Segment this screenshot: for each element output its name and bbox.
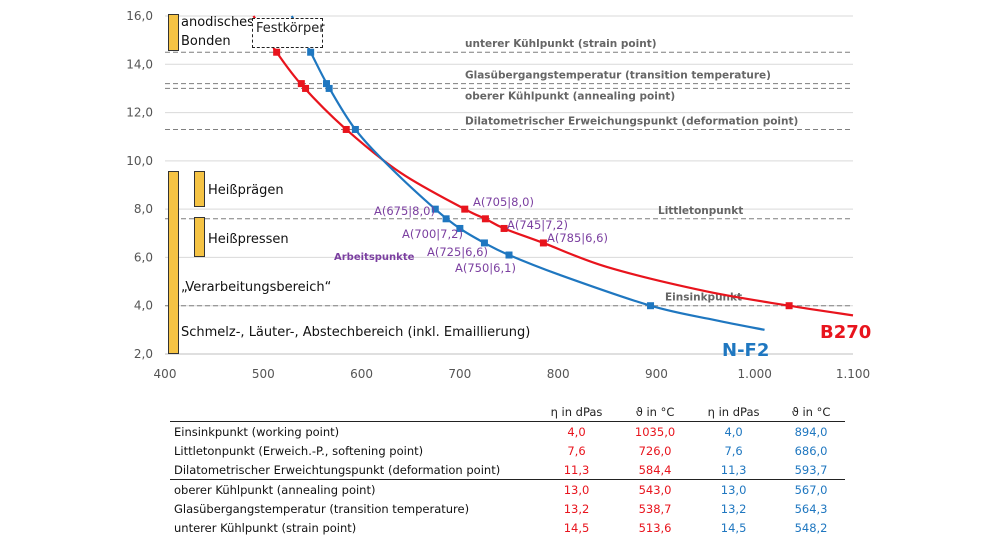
nf2-data-point <box>307 48 315 56</box>
x-tick-label: 900 <box>645 367 668 381</box>
x-tick-label: 600 <box>350 367 373 381</box>
b270-data-point <box>539 239 547 247</box>
y-tick-label: 8,0 <box>134 202 153 216</box>
b270-eta-cell: 13,2 <box>563 501 590 516</box>
b270-data-point <box>481 215 489 223</box>
nf2-temp-cell: 564,3 <box>794 501 828 516</box>
nf2-temp-cell: 686,0 <box>794 443 828 458</box>
series-label-b270: B270 <box>820 322 871 343</box>
b270-temp-cell: 538,7 <box>638 501 672 516</box>
table-header-b270-eta: η in dPas <box>533 402 620 422</box>
b270-eta-cell: 13,0 <box>563 482 590 497</box>
row-label: Littletonpunkt (Erweich.-P., softening p… <box>174 443 424 458</box>
table-row: Littletonpunkt (Erweich.-P., softening p… <box>170 441 845 460</box>
row-label: Einsinkpunkt (working point) <box>174 424 340 439</box>
nf2-data-point <box>322 80 330 88</box>
b270-eta-cell: 11,3 <box>533 460 620 480</box>
reference-line-label: Glasübergangstemperatur (transition temp… <box>465 70 771 82</box>
x-tick-label: 1.000 <box>738 367 772 381</box>
b270-temp-cell: 543,0 <box>638 482 672 497</box>
point-label: A(705|8,0) <box>473 195 534 209</box>
reference-line-label: unterer Kühlpunkt (strain point) <box>465 38 657 50</box>
reference-line-label: oberer Kühlpunkt (annealing point) <box>465 90 675 102</box>
y-tick-label: 2,0 <box>134 347 153 361</box>
b270-eta-cell: 7,6 <box>567 443 586 458</box>
x-tick-label: 400 <box>154 367 177 381</box>
nf2-data-point <box>431 205 439 213</box>
x-tick-label: 800 <box>547 367 570 381</box>
point-label: A(700|7,2) <box>402 227 463 241</box>
x-tick-label: 500 <box>252 367 275 381</box>
nf2-temp-cell: 567,0 <box>794 482 828 497</box>
series-label-nf2: N-F2 <box>722 340 769 361</box>
nf2-data-point <box>351 125 359 133</box>
nf2-data-point <box>325 84 333 92</box>
nf2-data-point <box>456 224 464 232</box>
b270-eta-cell: 14,5 <box>563 520 590 535</box>
nf2-eta-cell: 13,0 <box>720 482 747 497</box>
nf2-temp-cell: 894,0 <box>794 424 828 439</box>
point-label: A(745|7,2) <box>507 218 568 232</box>
row-label: Glasübergangstemperatur (transition temp… <box>174 501 470 516</box>
point-label: A(750|6,1) <box>455 261 516 275</box>
b270-data-point <box>297 80 305 88</box>
reference-line-label: Littletonpunkt <box>658 205 743 217</box>
row-label: unterer Kühlpunkt (strain point) <box>174 520 357 535</box>
b270-data-point <box>500 224 508 232</box>
row-label: Dilatometrischer Erweichtungspunkt (defo… <box>170 460 533 480</box>
y-tick-label: 10,0 <box>126 154 153 168</box>
reference-line-label: Einsinkpunkt <box>665 292 742 304</box>
nf2-data-point <box>505 251 513 259</box>
reference-line-label: Dilatometrischer Erweichungspunkt (defor… <box>465 115 798 127</box>
b270-temp-cell: 726,0 <box>638 443 672 458</box>
nf2-data-point <box>442 215 450 223</box>
b270-data-point <box>785 302 793 310</box>
b270-data-point <box>342 125 350 133</box>
nf2-data-point <box>480 239 488 247</box>
nf2-temp-cell: 593,7 <box>777 460 845 480</box>
point-label: A(725|6,6) <box>427 245 488 259</box>
b270-data-point <box>302 84 310 92</box>
table-row: Dilatometrischer Erweichtungspunkt (defo… <box>170 460 845 480</box>
nf2-eta-cell: 13,2 <box>720 501 747 516</box>
nf2-curve <box>290 15 765 331</box>
b270-curve <box>252 15 854 317</box>
y-tick-label: 6,0 <box>134 250 153 264</box>
y-tick-label: 4,0 <box>134 299 153 313</box>
b270-temp-cell: 513,6 <box>638 520 672 535</box>
chart-canvas: 2,0 4,0 6,0 8,0 10,0 12,0 14,0 16,0 400 500 600 700… <box>126 9 871 381</box>
b270-data-point <box>273 48 281 56</box>
nf2-temp-cell: 548,2 <box>794 520 828 535</box>
row-label: oberer Kühlpunkt (annealing point) <box>174 482 376 497</box>
table-header-nf2-temp: ϑ in °C <box>777 402 845 422</box>
table-body: Einsinkpunkt (working point) 4,0 1035,0 4,0… <box>170 422 845 538</box>
table-row: Einsinkpunkt (working point) 4,0 1035,0 4,0… <box>170 422 845 442</box>
y-tick-label: 14,0 <box>126 57 153 71</box>
point-label: A(675|8,0) <box>374 204 435 218</box>
b270-temp-cell: 1035,0 <box>634 424 676 439</box>
y-tick-label: 12,0 <box>126 106 153 120</box>
nf2-eta-cell: 11,3 <box>690 460 778 480</box>
b270-temp-cell: 584,4 <box>619 460 691 480</box>
nf2-eta-cell: 4,0 <box>724 424 743 439</box>
table-row: Glasübergangstemperatur (transition temp… <box>170 499 845 518</box>
nf2-eta-cell: 7,6 <box>724 443 743 458</box>
b270-eta-cell: 4,0 <box>567 424 586 439</box>
x-tick-label: 700 <box>448 367 471 381</box>
table-row: oberer Kühlpunkt (annealing point) 13,0 54… <box>170 480 845 500</box>
nf2-eta-cell: 14,5 <box>720 520 747 535</box>
point-label: A(785|6,6) <box>547 231 608 245</box>
nf2-data-point <box>647 302 655 310</box>
table-header-row: η in dPas ϑ in °C η in dPas ϑ in °C <box>170 402 845 422</box>
fixpoint-table: η in dPas ϑ in °C η in dPas ϑ in °C Eins… <box>170 402 845 537</box>
arbeitspunkte-label: Arbeitspunkte <box>334 252 415 263</box>
table-row: unterer Kühlpunkt (strain point) 14,5 513,… <box>170 518 845 537</box>
viscosity-chart: 2,0 4,0 6,0 8,0 10,0 12,0 14,0 16,0 400 500 600 700… <box>126 9 871 381</box>
table-header-label <box>170 402 533 422</box>
table-header-nf2-eta: η in dPas <box>690 402 778 422</box>
x-tick-label: 1.100 <box>836 367 870 381</box>
b270-data-point <box>461 205 469 213</box>
y-tick-label: 16,0 <box>126 9 153 23</box>
table-header-b270-temp: ϑ in °C <box>619 402 691 422</box>
